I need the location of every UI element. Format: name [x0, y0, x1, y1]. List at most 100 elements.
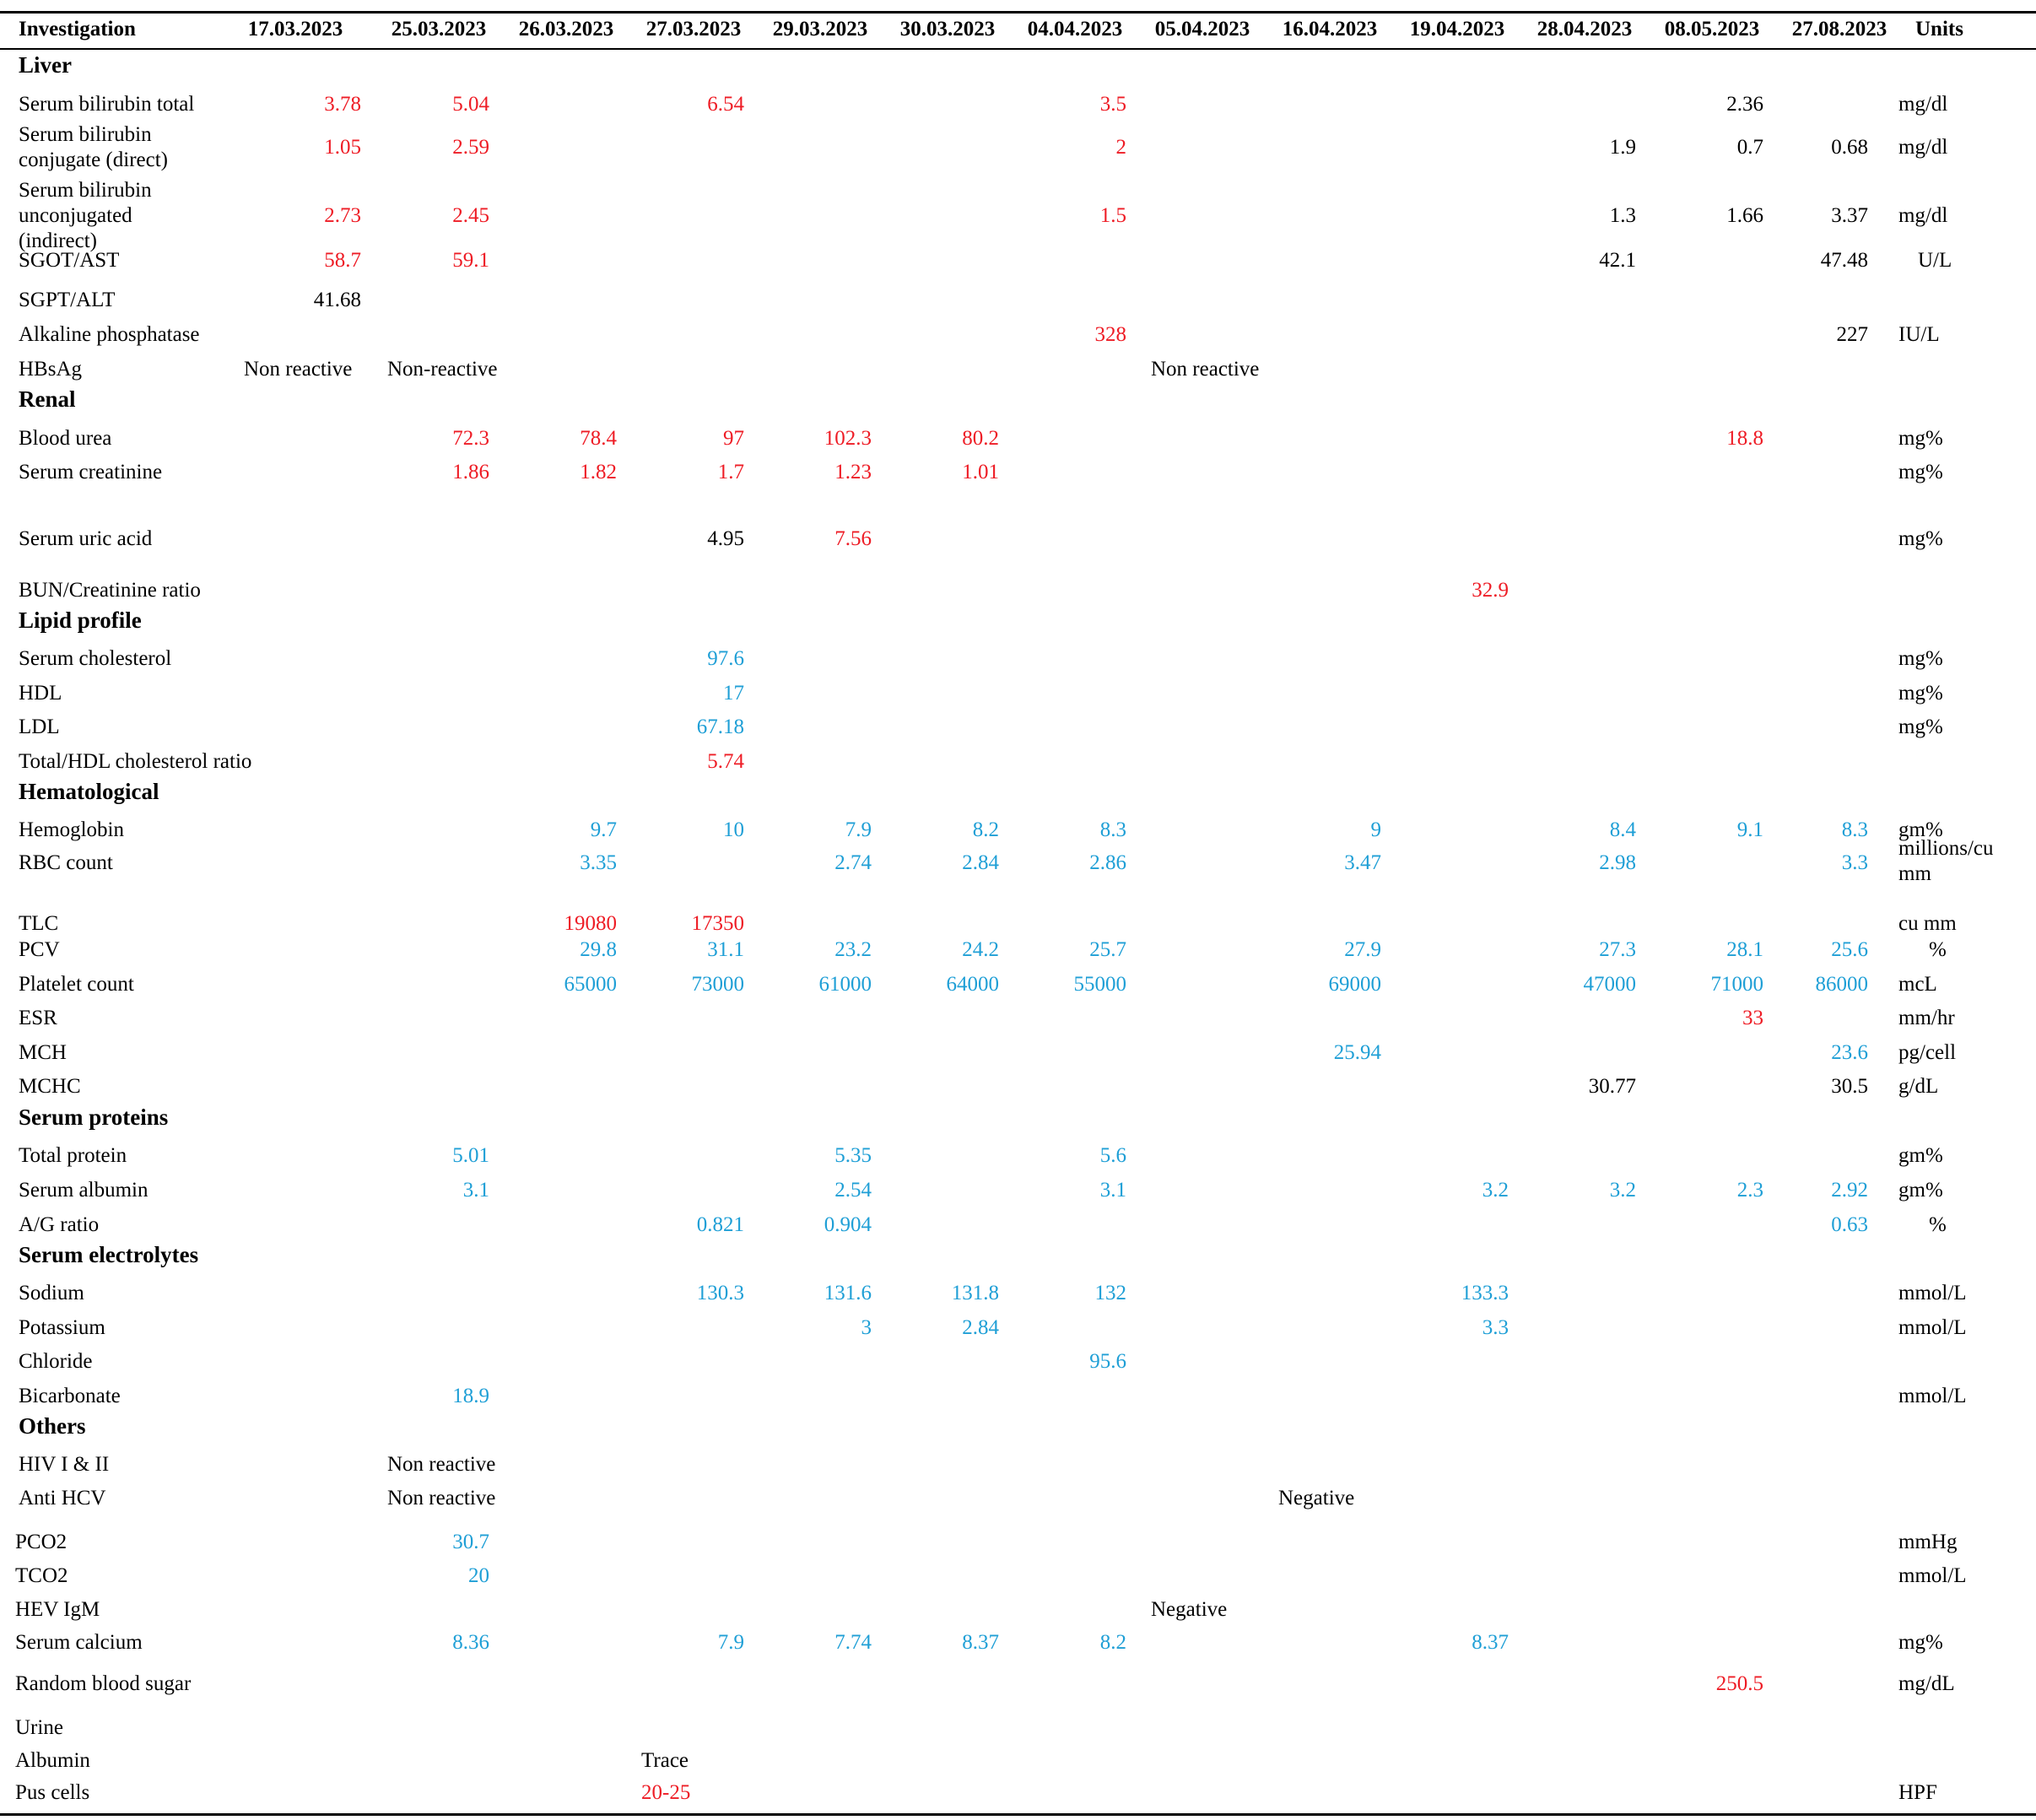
row-label: HBsAg — [19, 358, 83, 381]
value-cell: 97 — [723, 427, 744, 450]
row-label: Hemoglobin — [19, 818, 124, 841]
value-cell: 8.2 — [1099, 1631, 1126, 1654]
value-cell: 130.3 — [696, 1282, 744, 1304]
unit-cell: pg/cell — [1898, 1041, 1957, 1064]
row-label: MCH — [19, 1041, 67, 1064]
value-cell: 30.7 — [452, 1531, 489, 1553]
value-cell: 7.9 — [845, 818, 872, 841]
value-cell: 328 — [1094, 323, 1127, 346]
row-label: Urine — [15, 1716, 63, 1739]
value-cell: 80.2 — [962, 427, 999, 450]
row-label: HEV IgM — [15, 1598, 100, 1621]
value-cell: 19080 — [564, 912, 618, 935]
value-cell: 47.48 — [1820, 249, 1868, 272]
unit-cell: IU/L — [1898, 323, 1940, 346]
section-heading: Lipid profile — [19, 608, 142, 633]
value-cell: 131.8 — [951, 1282, 999, 1304]
value-cell: 5.35 — [834, 1144, 872, 1167]
value-cell: 8.3 — [1099, 818, 1126, 841]
row-label: Pus cells — [15, 1781, 90, 1804]
unit-cell: mg% — [1898, 1631, 1943, 1654]
value-cell: Non reactive — [1151, 358, 1260, 381]
row-label: Random blood sugar — [15, 1672, 192, 1695]
header-date-13: 27.08.2023 — [1791, 18, 1887, 41]
row-label: Anti HCV — [19, 1487, 106, 1509]
unit-cell: mg/dl — [1898, 136, 1948, 159]
value-cell: Non reactive — [387, 1453, 496, 1476]
value-cell: 65000 — [564, 973, 618, 996]
value-cell: 95.6 — [1089, 1350, 1126, 1373]
value-cell: 2.3 — [1736, 1179, 1763, 1202]
value-cell: 28.1 — [1726, 938, 1763, 961]
unit-cell: % — [1929, 1213, 1947, 1236]
value-cell: 55000 — [1073, 973, 1127, 996]
value-cell: 5.74 — [707, 750, 744, 773]
value-cell: 18.8 — [1726, 427, 1763, 450]
unit-cell: cu mm — [1898, 912, 1957, 935]
value-cell: 9.1 — [1736, 818, 1763, 841]
value-cell: 5.04 — [452, 93, 489, 116]
value-cell: 4.95 — [707, 527, 744, 550]
row-label: Total/HDL cholesterol ratio — [19, 750, 252, 773]
value-cell: 8.37 — [962, 1631, 999, 1654]
value-cell: 25.6 — [1831, 938, 1868, 961]
row-label: Sodium — [19, 1282, 84, 1304]
row-label: MCHC — [19, 1075, 81, 1098]
value-cell: 20 — [468, 1564, 489, 1587]
header-date-1: 17.03.2023 — [247, 18, 343, 41]
value-cell: 250.5 — [1715, 1672, 1763, 1695]
row-label: Blood urea — [19, 427, 112, 450]
value-cell: 1.66 — [1726, 204, 1763, 227]
value-cell: 1.01 — [962, 461, 999, 483]
value-cell: 2.86 — [1089, 851, 1126, 874]
value-cell: 1.5 — [1099, 204, 1126, 227]
value-cell: 9 — [1370, 818, 1382, 841]
row-label: Chloride — [19, 1350, 93, 1373]
header-date-9: 16.04.2023 — [1282, 18, 1378, 41]
value-cell: 2.92 — [1831, 1179, 1868, 1202]
section-heading: Serum electrolytes — [19, 1242, 199, 1267]
header-date-12: 08.05.2023 — [1664, 18, 1760, 41]
value-cell: 17 — [723, 682, 744, 705]
row-label: Serum bilirubin total — [19, 93, 195, 116]
row-label: HIV I & II — [19, 1453, 110, 1476]
value-cell: 29.8 — [580, 938, 617, 961]
row-label: PCV — [19, 938, 60, 961]
unit-cell: mg% — [1898, 682, 1943, 705]
row-label: Potassium — [19, 1316, 105, 1339]
value-cell: 2.59 — [452, 136, 489, 159]
unit-cell: mm/hr — [1898, 1007, 1955, 1029]
value-cell: 3.78 — [324, 93, 361, 116]
value-cell: Non reactive — [244, 358, 353, 381]
header-date-6: 30.03.2023 — [899, 18, 996, 41]
row-label: LDL — [19, 716, 60, 738]
value-cell: 8.3 — [1841, 818, 1868, 841]
row-label: Serum albumin — [19, 1179, 149, 1202]
value-cell: 8.37 — [1472, 1631, 1509, 1654]
value-cell: 25.7 — [1089, 938, 1126, 961]
unit-cell: mmHg — [1898, 1531, 1958, 1553]
value-cell: 132 — [1094, 1282, 1127, 1304]
top-rule — [0, 11, 2036, 14]
unit-cell: gm% — [1898, 1144, 1943, 1167]
unit-cell: mmol/L — [1898, 1385, 1967, 1407]
value-cell: 30.77 — [1588, 1075, 1636, 1098]
unit-cell: HPF — [1898, 1781, 1937, 1804]
value-cell: 7.9 — [717, 1631, 744, 1654]
value-cell: 64000 — [946, 973, 1000, 996]
header-investigation: Investigation — [19, 18, 136, 41]
value-cell: 1.3 — [1609, 204, 1636, 227]
unit-cell: mg% — [1898, 647, 1943, 670]
row-label: Bicarbonate — [19, 1385, 121, 1407]
value-cell: 2.45 — [452, 204, 489, 227]
value-cell: 7.74 — [834, 1631, 872, 1654]
section-heading: Renal — [19, 386, 76, 412]
header-rule — [0, 48, 2036, 50]
unit-cell: mg% — [1898, 716, 1943, 738]
value-cell: 23.2 — [834, 938, 872, 961]
value-cell: 8.4 — [1609, 818, 1636, 841]
header-date-5: 29.03.2023 — [772, 18, 868, 41]
value-cell: 2.54 — [834, 1179, 872, 1202]
value-cell: 2.84 — [962, 851, 999, 874]
unit-cell: mg% — [1898, 527, 1943, 550]
